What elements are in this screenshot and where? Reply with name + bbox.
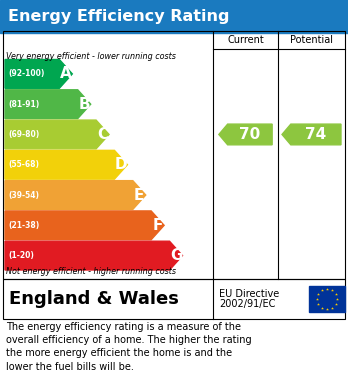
Bar [0, 0, 348, 33]
Text: G: G [170, 248, 182, 263]
Text: B: B [78, 97, 90, 112]
Polygon shape [5, 90, 91, 118]
Polygon shape [5, 151, 127, 179]
Text: Current: Current [227, 35, 264, 45]
Text: EU Directive: EU Directive [219, 289, 279, 299]
Polygon shape [219, 124, 272, 145]
Text: E: E [134, 188, 144, 203]
Text: D: D [114, 157, 127, 172]
Text: (92-100): (92-100) [8, 69, 45, 78]
Bar [3, 31, 345, 279]
Text: (69-80): (69-80) [8, 130, 39, 139]
Text: (81-91): (81-91) [8, 100, 39, 109]
Text: England & Wales: England & Wales [9, 290, 179, 308]
Text: Not energy efficient - higher running costs: Not energy efficient - higher running co… [6, 267, 176, 276]
Text: C: C [97, 127, 108, 142]
Text: (55-68): (55-68) [8, 160, 39, 169]
Text: (1-20): (1-20) [8, 251, 34, 260]
Polygon shape [5, 211, 164, 240]
Bar [309, 286, 345, 312]
Text: Very energy efficient - lower running costs: Very energy efficient - lower running co… [6, 52, 176, 61]
Text: F: F [152, 218, 163, 233]
Polygon shape [5, 181, 146, 210]
Text: (21-38): (21-38) [8, 221, 39, 230]
Polygon shape [5, 120, 109, 149]
Text: A: A [60, 66, 72, 81]
Polygon shape [5, 241, 182, 270]
Polygon shape [282, 124, 341, 145]
Text: The energy efficiency rating is a measure of the
overall efficiency of a home. T: The energy efficiency rating is a measur… [6, 322, 252, 371]
Text: 74: 74 [305, 127, 326, 142]
Text: 70: 70 [239, 127, 260, 142]
Bar [3, 279, 345, 319]
Text: Potential: Potential [290, 35, 333, 45]
Polygon shape [5, 59, 72, 88]
Text: 2002/91/EC: 2002/91/EC [219, 299, 275, 309]
Text: Energy Efficiency Rating: Energy Efficiency Rating [8, 9, 229, 24]
Text: (39-54): (39-54) [8, 190, 39, 199]
